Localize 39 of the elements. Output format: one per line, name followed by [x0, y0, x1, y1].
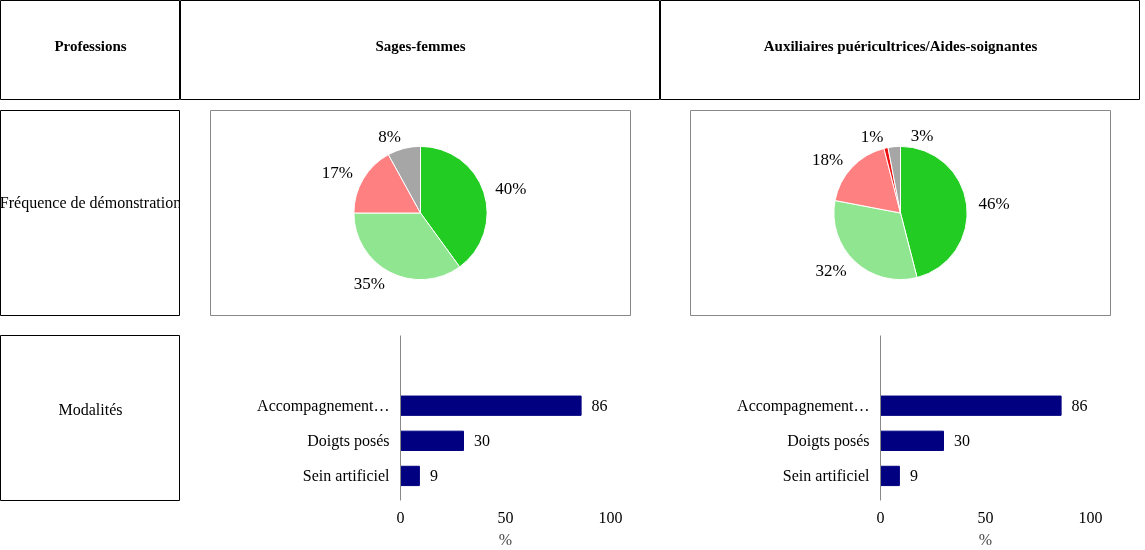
- data-label: 86: [591, 397, 608, 415]
- text: Modalités: [58, 401, 123, 419]
- x-tick-label: 100: [1078, 508, 1103, 526]
- bar: [880, 465, 900, 487]
- data-label: 30: [954, 432, 970, 450]
- data-label: 40%: [495, 179, 527, 199]
- bar: [400, 430, 464, 451]
- bar: [400, 465, 420, 487]
- text: Sages-femmes: [375, 37, 466, 54]
- text: Auxiliaires puéricultrices/Aides-soignantes: [763, 37, 1038, 54]
- bar: [400, 395, 582, 416]
- data-label: 18%: [812, 149, 844, 169]
- bar: [880, 395, 1062, 416]
- data-label: 9: [909, 467, 918, 485]
- text: Professions: [54, 37, 127, 54]
- data-label: 8%: [378, 127, 401, 147]
- data-label: 17%: [321, 163, 353, 183]
- x-tick-label: 50: [497, 508, 514, 526]
- x-axis-title: %: [978, 530, 993, 548]
- data-label: 46%: [978, 193, 1010, 213]
- y-tick-label: Doigts posés: [787, 432, 870, 451]
- data-label: 1%: [860, 126, 884, 146]
- y-tick-label: Accompagnement…: [737, 397, 870, 416]
- data-label: 3%: [910, 125, 934, 145]
- bar: [880, 430, 944, 451]
- x-axis-title: %: [498, 530, 513, 548]
- x-tick-label: 50: [977, 508, 994, 526]
- y-tick-label: Doigts posés: [307, 432, 390, 451]
- data-label: 86: [1071, 397, 1088, 415]
- y-tick-label: Sein artificiel: [782, 467, 871, 485]
- data-label: 35%: [353, 273, 385, 293]
- y-tick-label: Sein artificiel: [302, 467, 391, 485]
- data-label: 30: [474, 432, 490, 450]
- data-label: 32%: [815, 260, 847, 280]
- x-tick-label: 0: [876, 508, 885, 526]
- y-tick-label: Accompagnement…: [257, 397, 390, 416]
- x-tick-label: 100: [598, 508, 623, 526]
- x-tick-label: 0: [396, 508, 405, 526]
- data-label: 9: [429, 467, 438, 485]
